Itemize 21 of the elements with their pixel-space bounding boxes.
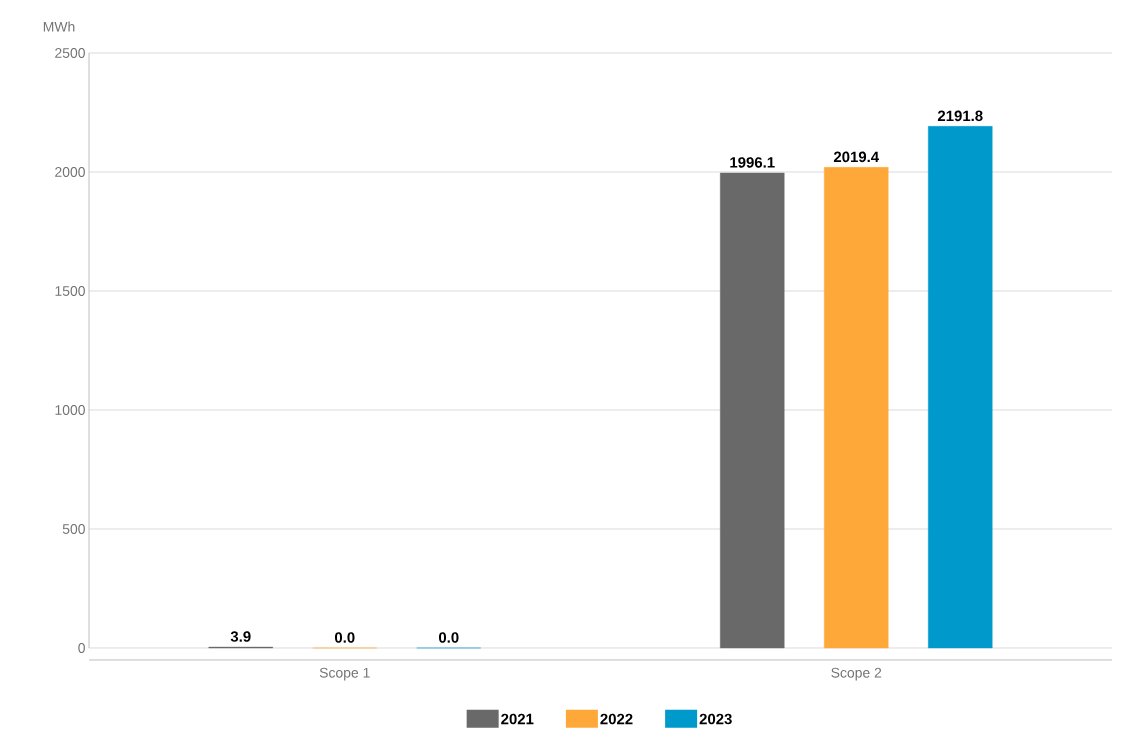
y-tick-label: 0 (78, 643, 85, 653)
bar (928, 126, 993, 649)
legend-label: 2023 (699, 713, 732, 725)
data-label: 0.0 (334, 632, 355, 643)
data-label: 1996.1 (730, 157, 775, 168)
y-tick-label: 2000 (55, 167, 85, 177)
legend-label: 2021 (501, 713, 534, 725)
x-tick-label: Scope 1 (319, 667, 370, 681)
data-label: 2019.4 (833, 151, 880, 163)
y-tick-label: 500 (62, 524, 85, 534)
y-tick-label: 1000 (55, 405, 85, 415)
y-axis-title: MWh (43, 21, 75, 32)
x-tick-label: Scope 2 (831, 667, 882, 681)
data-label: 2191.8 (937, 110, 983, 122)
data-label: 3.9 (230, 631, 251, 642)
data-label: 0.0 (438, 632, 459, 643)
bar (720, 172, 785, 649)
y-tick-label: 2500 (55, 48, 85, 58)
y-tick-label: 1500 (55, 286, 85, 296)
legend-label: 2022 (600, 713, 633, 725)
bar (824, 167, 889, 649)
